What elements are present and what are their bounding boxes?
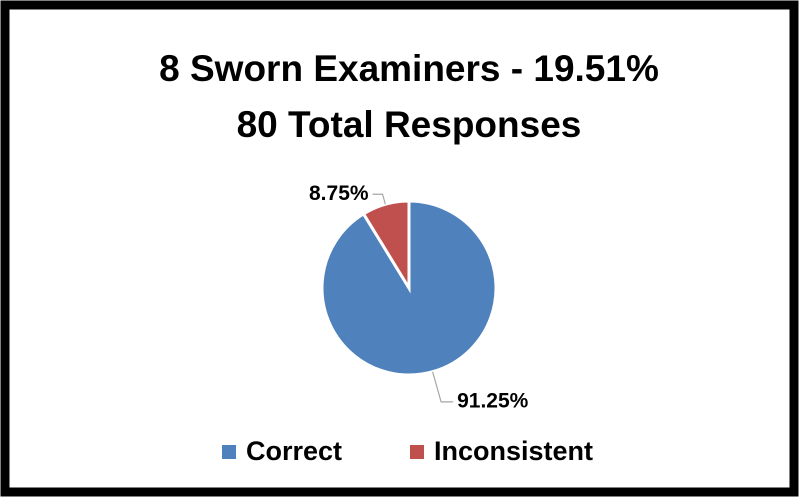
legend-label: Correct xyxy=(246,436,342,466)
data-label: 91.25% xyxy=(457,389,529,412)
legend-swatch xyxy=(222,445,236,459)
legend-label: Inconsistent xyxy=(434,436,593,466)
chart-subtitle: 80 Total Responses xyxy=(237,104,582,145)
legend-swatch xyxy=(410,445,424,459)
leader-line xyxy=(372,193,386,205)
leader-line xyxy=(432,371,454,403)
data-label: 8.75% xyxy=(309,182,369,205)
pie-slice xyxy=(361,199,411,294)
chart-title: 8 Sworn Examiners - 19.51% xyxy=(159,48,659,89)
